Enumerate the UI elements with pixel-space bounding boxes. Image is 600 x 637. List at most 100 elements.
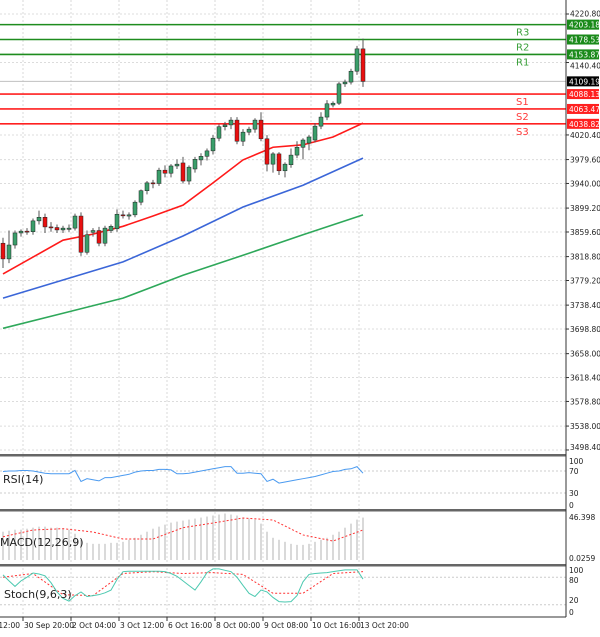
time-label: 30 Sep 20:00 (24, 621, 74, 630)
stoch-axis-label: 0 (569, 608, 574, 617)
rsi-axis-label: 100 (569, 457, 584, 466)
level-price-value: 4088.13 (569, 90, 600, 99)
bull-candle-body (294, 147, 300, 156)
price-label: 3578.80 (570, 397, 600, 406)
bear-candle-body (162, 169, 168, 174)
bull-candle-body (354, 48, 360, 72)
bull-candle-body (186, 166, 192, 182)
bear-candle-body (24, 230, 30, 233)
time-label: 12:00 (0, 621, 20, 630)
bull-candle-body (30, 220, 36, 232)
bull-candle-body (168, 165, 174, 174)
bull-candle-body (216, 126, 222, 139)
bull-candle-body (288, 154, 294, 166)
macd-axis-max: 46.398 (569, 513, 595, 522)
candle (264, 135, 270, 172)
price-label: 4140.40 (570, 61, 600, 70)
stoch-main-line (2, 568, 364, 603)
candle (318, 112, 324, 130)
bear-candle-body (78, 215, 84, 253)
bull-candle-body (102, 227, 108, 244)
bull-candle-body (132, 201, 138, 216)
candle (246, 126, 252, 136)
candle (300, 138, 306, 160)
time-label: 9 Oct 08:00 (264, 621, 308, 630)
candle (66, 224, 72, 232)
candle (96, 226, 102, 247)
rsi-line (2, 466, 364, 484)
macd-label: MACD(12,26,9) (0, 536, 84, 549)
candle (354, 45, 360, 75)
candle (42, 213, 48, 233)
candle (294, 141, 300, 159)
stoch-axis-label: 80 (569, 576, 579, 585)
rsi-axis-label: 0 (569, 501, 574, 510)
bull-candle-body (342, 81, 348, 85)
bull-candle-body (246, 128, 252, 133)
level-price-value: 4178.53 (569, 36, 600, 45)
current-price-value: 4109.19 (569, 77, 600, 86)
bull-candle-body (156, 169, 162, 184)
level-label-r3: R3 (516, 28, 529, 39)
pivot-levels: R3 R2 R1 S1 S2 S3 (0, 23, 566, 138)
candle (72, 213, 78, 231)
bull-candle-body (306, 136, 312, 144)
time-label: 10 Oct 16:00 (312, 621, 361, 630)
candle (282, 162, 288, 178)
bull-candle-body (174, 163, 180, 167)
candle (330, 101, 336, 108)
candle (186, 165, 192, 185)
bull-candle-body (222, 124, 228, 127)
grid (0, 0, 566, 617)
price-label: 3498.40 (570, 443, 600, 452)
bull-candle-body (312, 125, 318, 141)
candle (324, 100, 330, 121)
candle (60, 225, 66, 233)
bear-candle-body (234, 119, 240, 142)
bull-candle-body (270, 153, 276, 165)
stoch-axis-label: 20 (569, 596, 579, 605)
current-price-tag (567, 76, 599, 87)
candle (12, 230, 18, 249)
candle (18, 229, 24, 237)
bull-candle-body (318, 116, 324, 127)
candle (120, 210, 126, 219)
bear-candle-body (264, 138, 270, 165)
level-price-tag (567, 103, 599, 114)
candle (222, 121, 228, 131)
price-label: 4220.80 (570, 10, 600, 19)
candle (288, 148, 294, 168)
bear-candle-body (48, 226, 54, 229)
bull-candle-body (204, 150, 210, 157)
bull-candle-body (348, 70, 354, 83)
candle (240, 129, 246, 147)
candle (306, 135, 312, 151)
candle (54, 224, 60, 233)
rsi-label: RSI(14) (3, 473, 43, 486)
candle (114, 209, 120, 232)
time-label: 8 Oct 00:00 (216, 621, 260, 630)
candle (216, 124, 222, 142)
price-label: 3818.80 (570, 253, 600, 262)
panel-separator (0, 509, 566, 512)
price-label: 3979.60 (570, 156, 600, 165)
level-price-value: 4153.87 (569, 50, 600, 59)
candle (108, 224, 114, 233)
bear-candle-body (0, 242, 6, 260)
candle (156, 167, 162, 186)
level-price-value: 4038.82 (569, 120, 600, 129)
level-label-s3: S3 (516, 127, 529, 138)
macd-axis-min: 0.0259 (569, 554, 595, 563)
candle (258, 112, 264, 142)
time-label: 3 Oct 12:00 (120, 621, 164, 630)
bull-candle-body (108, 226, 114, 231)
candle (24, 228, 30, 235)
price-label: 3698.80 (570, 325, 600, 334)
level-label-r1: R1 (516, 57, 529, 68)
candle (168, 164, 174, 178)
candle (36, 210, 42, 225)
level-price-tag (567, 118, 599, 129)
